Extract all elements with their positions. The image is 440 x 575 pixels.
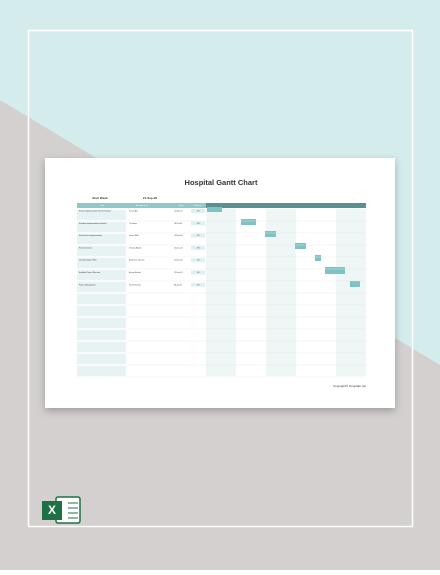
- task-name: Project Management: [79, 283, 96, 286]
- progress-cell: [191, 221, 205, 226]
- start-date: 12-Dec-20: [174, 272, 182, 274]
- gantt: [206, 203, 366, 376]
- task-cell: [77, 366, 126, 376]
- copyright: Copyright© Template.net: [333, 384, 366, 388]
- progress: 0%: [197, 210, 200, 212]
- excel-icon: X: [42, 496, 81, 524]
- task-cell: [77, 258, 126, 268]
- gantt-bar: [325, 267, 345, 274]
- progress-cell: [191, 282, 205, 287]
- task-name: Establish Project Structure: [79, 271, 100, 274]
- assignee: Darrin Harrison: [129, 284, 141, 286]
- start-date: 08-Jan-21: [174, 284, 182, 286]
- task-cell: [77, 270, 126, 280]
- title: Hospital Gantt Chart: [185, 178, 258, 187]
- column-header: Assigned To: [136, 204, 149, 207]
- start-date: 12-Dec-20: [174, 247, 182, 249]
- progress: 0%: [197, 284, 200, 286]
- task-name: Review Services: [79, 247, 92, 249]
- task-name: Start Service Implementation: [79, 234, 102, 237]
- gantt-bar: [207, 207, 222, 212]
- task-cell: [77, 330, 126, 340]
- start-date: 21-Sep-20: [174, 210, 182, 212]
- progress: 0%: [197, 247, 200, 249]
- assignee: Ty Santos: [129, 222, 137, 225]
- column-header: Progress: [194, 204, 204, 207]
- start-date: 12-Nov-20: [174, 235, 182, 237]
- progress: 0%: [197, 235, 200, 237]
- task-cell: [77, 306, 126, 316]
- task-name: Schedule Implementation Initiation: [79, 222, 106, 225]
- task-cell: [77, 234, 126, 244]
- progress-cell: [191, 258, 205, 263]
- column-header: Start: [179, 204, 184, 207]
- start-date: 12-Dec-20: [174, 260, 182, 262]
- assignee: Stephanie Johnson: [129, 259, 144, 262]
- week-band: [336, 209, 366, 376]
- progress-cell: [191, 270, 205, 275]
- svg-text:X: X: [48, 503, 56, 517]
- task-cell: [77, 246, 126, 256]
- week-band: [206, 209, 236, 376]
- column-header: Task: [100, 205, 105, 207]
- progress: 0%: [197, 223, 200, 225]
- frame: [27, 29, 414, 528]
- start-date: 28-Oct-20: [174, 222, 182, 225]
- table: Task Assigned To Start Progress Review Imple…: [77, 204, 366, 378]
- gantt-header: [206, 203, 366, 208]
- gantt-bar: [315, 255, 321, 261]
- task-name: Develop Support Plan: [79, 259, 96, 262]
- progress: 0%: [197, 272, 200, 274]
- gantt-bar: [295, 243, 306, 249]
- assignee: Harriet Wills: [129, 234, 139, 237]
- task-cell: [77, 342, 126, 352]
- assignee: Chelsea Adams: [129, 246, 142, 249]
- gantt-bar: [265, 231, 276, 237]
- assignee: Cassie Ann: [129, 209, 138, 212]
- assignee: Benny Burford: [129, 272, 141, 274]
- table-header: [77, 203, 206, 208]
- task-cell: [77, 294, 126, 304]
- start-date: 21-Sep-20: [143, 196, 158, 200]
- progress: 0%: [197, 260, 200, 262]
- progress-cell: [191, 209, 205, 213]
- task-cell: [77, 354, 126, 364]
- start-label: Start Week: [92, 196, 108, 200]
- task-cell: [77, 222, 126, 232]
- task-cell: [77, 318, 126, 328]
- task-cell: [77, 282, 126, 292]
- progress-cell: [191, 233, 205, 238]
- gantt-bar: [241, 219, 256, 225]
- task-cell: [77, 210, 126, 220]
- task-name: Review Implementation Plan For Needs: [79, 209, 111, 212]
- gantt-bar: [350, 281, 360, 287]
- progress-cell: [191, 245, 205, 250]
